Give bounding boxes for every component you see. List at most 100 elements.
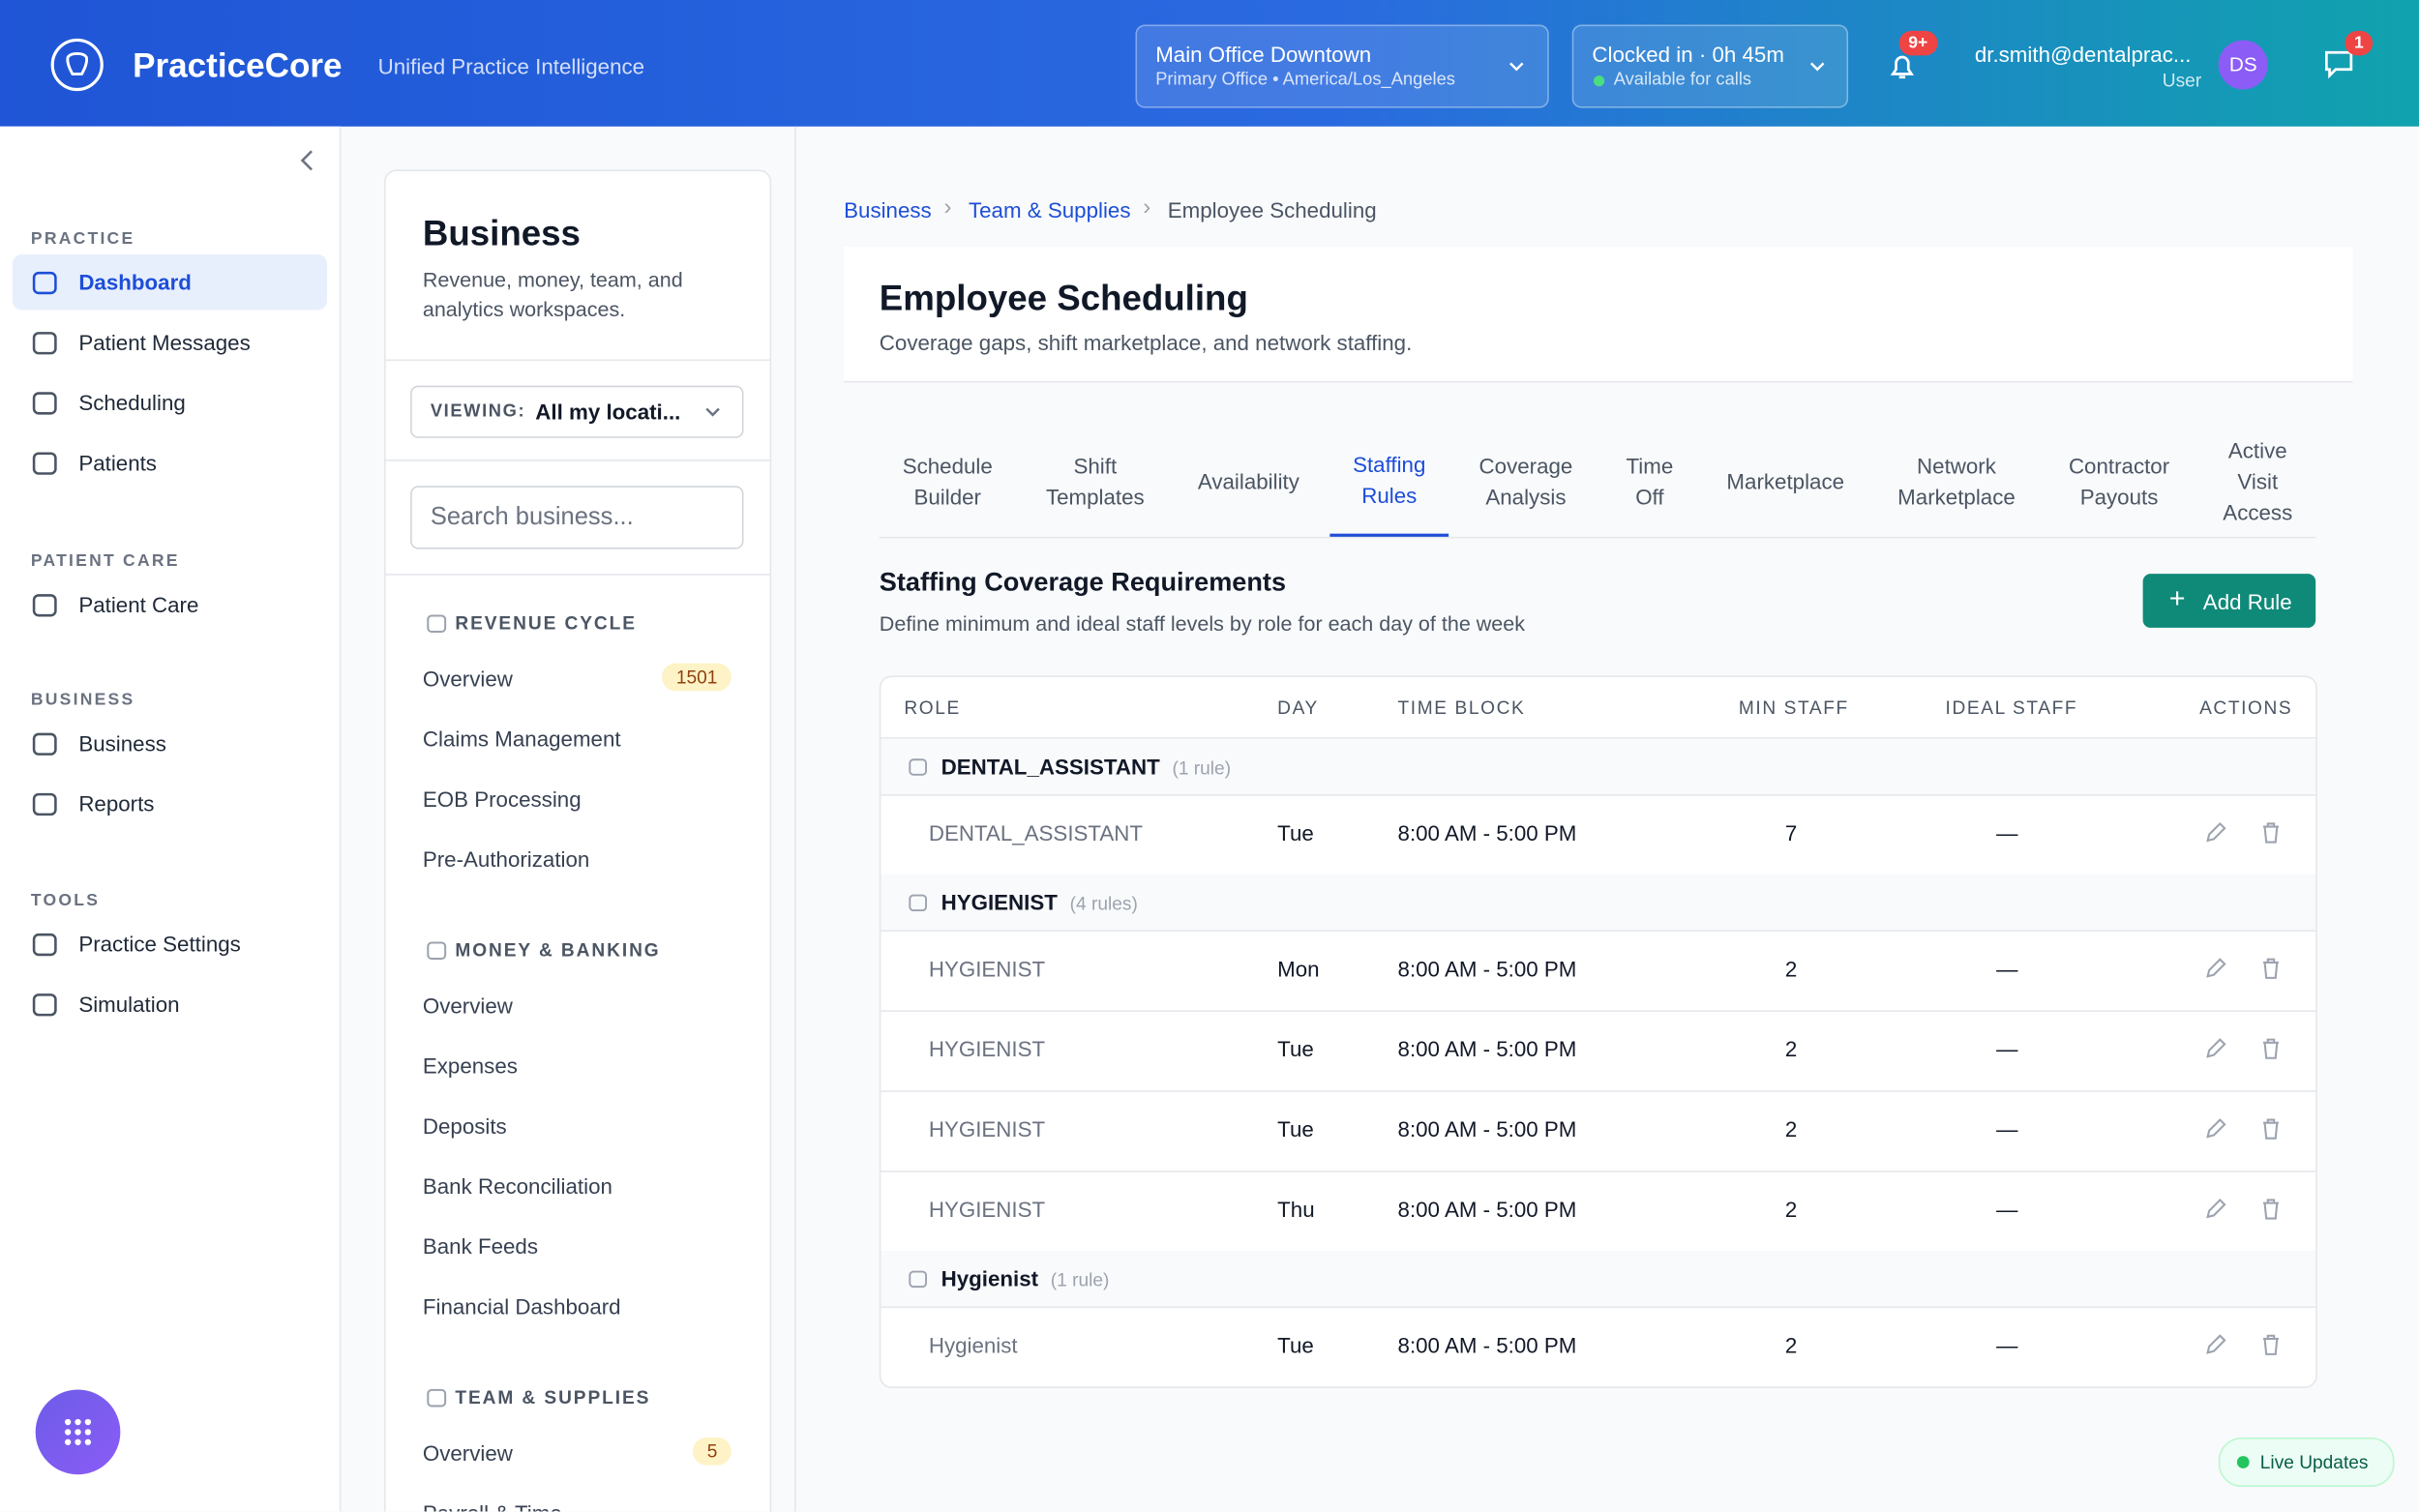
breadcrumb: Employee Scheduling — [1167, 197, 1377, 222]
edit-button[interactable] — [2203, 1197, 2228, 1222]
group-name: DENTAL_ASSISTANT — [941, 754, 1160, 780]
add-rule-button[interactable]: + Add Rule — [2142, 574, 2316, 628]
role: HYGIENIST — [928, 1197, 1046, 1222]
delete-icon — [2262, 1118, 2279, 1140]
edit-button[interactable] — [2203, 1036, 2228, 1061]
breadcrumb[interactable]: Business — [844, 197, 932, 222]
delete-icon — [2262, 822, 2279, 844]
location-select[interactable]: Main Office Downtown Primary Office • Am… — [1135, 24, 1549, 108]
nav-item[interactable]: Practice Settings — [13, 916, 327, 971]
collapse[interactable] — [296, 148, 317, 173]
data-row: Hygienist Tue 8:00 AM - 5:00 PM 2 — — [881, 1306, 2316, 1387]
edit-button[interactable] — [2203, 957, 2228, 982]
edit-button[interactable] — [2203, 1116, 2228, 1141]
breadcrumb-sep: › — [943, 193, 952, 221]
edit-icon — [2206, 958, 2226, 978]
tab[interactable]: Active Visit Access — [2223, 437, 2293, 525]
subnav-item[interactable]: Claims Management — [423, 726, 732, 752]
tab[interactable]: Schedule Builder — [902, 453, 993, 510]
chat[interactable] — [2322, 47, 2359, 81]
tab[interactable]: Staffing Rules — [1329, 426, 1449, 537]
min-staff: 2 — [1784, 1332, 1798, 1358]
viewing-select[interactable]: VIEWING: All my locati... — [410, 385, 744, 438]
nav-label: Dashboard — [78, 270, 192, 295]
time-block: 8:00 AM - 5:00 PM — [1397, 1036, 1577, 1061]
brand: PracticeCore — [133, 45, 343, 85]
tab[interactable]: Coverage Analysis — [1478, 453, 1573, 510]
grid-icon — [64, 1418, 92, 1445]
group-row: DENTAL_ASSISTANT (1 rule) — [881, 738, 2316, 796]
subnav-item[interactable]: Overview 1501 — [423, 663, 732, 692]
subnav-item[interactable]: Bank Feeds — [423, 1234, 732, 1260]
nav-item[interactable]: Patient Messages — [13, 314, 327, 370]
subnav-item[interactable]: EOB Processing — [423, 786, 732, 812]
tab[interactable]: Shift Templates — [1045, 453, 1145, 510]
icon — [427, 941, 447, 961]
section-label: PRACTICE — [30, 229, 135, 249]
time-block: 8:00 AM - 5:00 PM — [1397, 1116, 1577, 1141]
subnav-item[interactable]: Deposits — [423, 1113, 732, 1139]
add-rule-label: Add Rule — [2202, 589, 2292, 614]
subnav-item[interactable]: Pre-Authorization — [423, 846, 732, 872]
nav-item[interactable]: Reports — [13, 776, 327, 831]
ideal-staff: — — [1996, 820, 2018, 845]
delete-button[interactable] — [2258, 1036, 2284, 1061]
search-input[interactable]: Search business... — [410, 486, 744, 549]
nav-item[interactable]: Business — [13, 716, 327, 771]
section-label: PATIENT CARE — [30, 551, 180, 571]
data-row: HYGIENIST Tue 8:00 AM - 5:00 PM 2 — — [881, 1090, 2316, 1172]
subnav-item[interactable]: Overview 5 — [423, 1437, 732, 1466]
app-launcher[interactable] — [35, 1389, 121, 1475]
subnav-item[interactable]: Overview — [423, 993, 732, 1019]
page-title: Employee Scheduling — [879, 277, 1248, 318]
nav-item[interactable]: Patient Care — [13, 577, 327, 632]
section-title: Staffing Coverage Requirements — [879, 567, 1287, 598]
clock-select[interactable]: Clocked in · 0h 45m Available for calls — [1571, 24, 1849, 108]
status-dot — [1594, 75, 1605, 87]
icon — [32, 993, 57, 1017]
tab[interactable]: Marketplace — [1726, 468, 1845, 494]
icon — [427, 614, 447, 634]
page-subtitle: Coverage gaps, shift marketplace, and ne… — [879, 330, 1413, 355]
delete-button[interactable] — [2258, 820, 2284, 845]
tab[interactable]: Time Off — [1626, 453, 1674, 510]
clock-title: Clocked in · 0h 45m — [1592, 42, 1784, 67]
edit-icon — [2206, 821, 2226, 843]
ideal-staff: — — [1996, 1332, 2018, 1358]
edit-button[interactable] — [2203, 1333, 2228, 1358]
subnav-desc: Revenue, money, team, and analytics work… — [422, 268, 683, 321]
subnav-label: Payroll & Time — [423, 1500, 562, 1511]
divider — [385, 574, 770, 576]
delete-button[interactable] — [2258, 1197, 2284, 1222]
avatar[interactable]: DS — [2218, 40, 2268, 90]
delete-button[interactable] — [2258, 1333, 2284, 1358]
nav-item[interactable]: Scheduling — [13, 374, 327, 430]
tab[interactable]: Network Marketplace — [1897, 453, 2016, 510]
nav-item[interactable]: Dashboard — [12, 254, 328, 311]
viewing-label: VIEWING: — [430, 402, 526, 422]
delete-button[interactable] — [2258, 1116, 2284, 1141]
day: Tue — [1277, 1116, 1314, 1141]
day: Tue — [1277, 1332, 1314, 1358]
nav-item[interactable]: Simulation — [13, 976, 327, 1031]
data-row: DENTAL_ASSISTANT Tue 8:00 AM - 5:00 PM 7 — — [881, 794, 2316, 876]
subnav-item[interactable]: Financial Dashboard — [423, 1294, 732, 1319]
section-label: BUSINESS — [30, 691, 135, 710]
subnav-item[interactable]: Bank Reconciliation — [423, 1173, 732, 1199]
min-staff: 7 — [1784, 820, 1798, 845]
notifications[interactable] — [1885, 49, 1919, 83]
group-count: (1 rule) — [1172, 756, 1232, 780]
column-header: TIME BLOCK — [1397, 697, 1526, 719]
viewing-value: All my locati... — [535, 399, 681, 425]
subnav-item[interactable]: Expenses — [423, 1053, 732, 1079]
edit-button[interactable] — [2203, 820, 2228, 845]
tab[interactable]: Contractor Payouts — [2068, 453, 2170, 510]
live-updates: Live Updates — [2218, 1437, 2395, 1488]
tab[interactable]: Availability — [1197, 468, 1299, 494]
breadcrumb[interactable]: Team & Supplies — [968, 197, 1131, 222]
nav-item[interactable]: Patients — [13, 435, 327, 490]
icon — [32, 732, 57, 756]
subnav-item[interactable]: Payroll & Time — [423, 1500, 732, 1511]
delete-button[interactable] — [2258, 957, 2284, 982]
